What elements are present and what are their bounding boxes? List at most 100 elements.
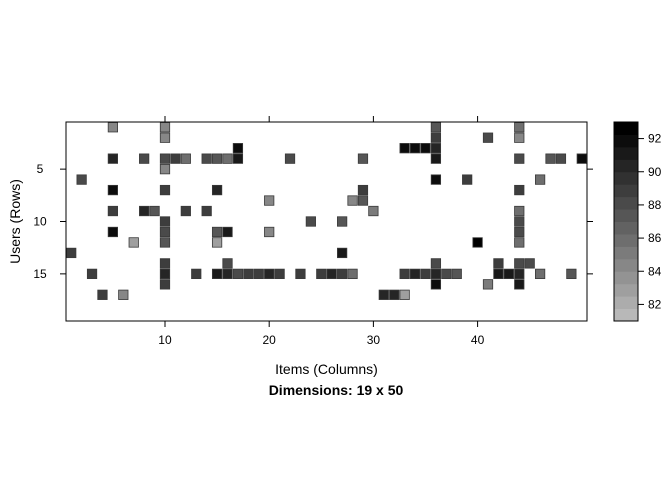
heatmap-cell <box>201 153 212 164</box>
heatmap-cell <box>430 268 442 280</box>
heatmap-cell <box>170 153 181 164</box>
y-tick-label: 15 <box>33 267 47 281</box>
heatmap-cell <box>347 268 358 280</box>
heatmap-cell <box>316 268 327 280</box>
heatmap-cell <box>462 174 473 185</box>
heatmap-cell <box>347 195 358 206</box>
heatmap-cell <box>139 153 150 164</box>
heatmap-cell <box>514 153 525 164</box>
heatmap-cell <box>409 143 421 154</box>
heatmap-cell <box>180 205 191 217</box>
heatmap-cell <box>493 268 504 280</box>
heatmap-cell <box>211 226 223 238</box>
colorbar-step <box>614 283 638 297</box>
colorbar-step <box>614 308 638 322</box>
heatmap-cell <box>430 143 442 154</box>
heatmap-cell <box>222 153 233 164</box>
colorbar-step <box>614 233 638 247</box>
heatmap-cell <box>357 184 369 196</box>
heatmap-cell <box>159 163 171 175</box>
heatmap-cell <box>472 237 483 248</box>
heatmap-cell <box>430 153 442 164</box>
x-axis-title: Items (Columns) <box>275 361 378 377</box>
colorbar-step <box>614 246 638 260</box>
colorbar-step <box>614 146 638 160</box>
colorbar-step <box>614 122 638 135</box>
axes-layer: 10 20 30 40 5 10 15 <box>33 116 593 347</box>
heatmap-cell <box>368 205 379 217</box>
heatmap-cell <box>159 153 171 164</box>
heatmap-cell <box>232 153 244 164</box>
x-tick-label: 40 <box>471 333 485 347</box>
heatmap-cell <box>399 143 410 154</box>
heatmap-cell <box>107 184 119 196</box>
heatmap-cell <box>264 195 275 206</box>
heatmap-cell <box>243 268 254 280</box>
heatmap-cell <box>503 268 514 280</box>
heatmap-cell <box>159 216 171 227</box>
colorbar-step <box>614 209 638 222</box>
heatmap-cell <box>159 237 171 248</box>
heatmap-cell <box>128 237 139 248</box>
heatmap-cell <box>514 184 525 196</box>
heatmap-cell <box>107 226 119 238</box>
heatmap-cell <box>576 153 587 164</box>
heatmap-cell <box>337 268 348 280</box>
heatmap-cell <box>482 279 494 290</box>
heatmap-cell <box>409 268 421 280</box>
heatmap-cell <box>222 268 233 280</box>
heatmap-cell <box>451 268 462 280</box>
heatmap-cell <box>180 153 191 164</box>
heatmap-cell <box>420 268 431 280</box>
colorbar-step <box>614 159 638 173</box>
heatmap-cell <box>107 153 119 164</box>
heatmap-cell <box>514 122 525 133</box>
heatmap-cell <box>514 226 525 238</box>
heatmap-cell <box>514 237 525 248</box>
colorbar-step <box>614 221 638 235</box>
heatmap-cell <box>389 289 400 300</box>
heatmap-cell <box>295 268 306 280</box>
heatmap-cell <box>566 268 577 280</box>
heatmap-cell <box>399 289 410 300</box>
heatmap-cell <box>357 195 369 206</box>
heatmap-cell <box>211 184 223 196</box>
heatmap-cell <box>545 153 556 164</box>
y-tick-label: 10 <box>33 215 47 229</box>
heatmap-cell <box>211 268 223 280</box>
heatmap-cell <box>118 289 129 300</box>
heatmap-cell <box>232 268 244 280</box>
colorbar-step <box>614 134 638 148</box>
cells-layer <box>66 122 587 300</box>
heatmap-cell <box>159 279 171 290</box>
heatmap-cell <box>274 268 285 280</box>
heatmap-cell <box>524 258 535 269</box>
heatmap-cell <box>305 216 316 227</box>
colorbar-tick-label: 92 <box>648 132 662 146</box>
x-tick-label: 30 <box>367 333 381 347</box>
heatmap-cell <box>159 226 171 238</box>
heatmap-cell <box>211 237 223 248</box>
heatmap-cell <box>149 205 160 217</box>
heatmap-cell <box>430 279 442 290</box>
heatmap-cell <box>514 132 525 143</box>
heatmap-cell <box>514 205 525 217</box>
heatmap-cell <box>159 268 171 280</box>
y-tick-label: 5 <box>37 162 44 176</box>
colorbar-tick-label: 88 <box>648 198 662 212</box>
colorbar-step <box>614 184 638 198</box>
heatmap-cell <box>232 143 244 154</box>
heatmap-cell <box>222 226 233 238</box>
heatmap-cell <box>264 226 275 238</box>
colorbar-step <box>614 171 638 185</box>
heatmap-cell <box>535 174 546 185</box>
heatmap-cell <box>107 205 119 217</box>
heatmap-cell <box>430 258 442 269</box>
colorbar-tick-label: 84 <box>648 264 662 278</box>
heatmap-cell <box>514 268 525 280</box>
heatmap-cell <box>97 289 108 300</box>
heatmap-cell <box>399 268 410 280</box>
heatmap-cell <box>76 174 87 185</box>
heatmap-cell <box>211 153 223 164</box>
colorbar-step <box>614 271 638 285</box>
